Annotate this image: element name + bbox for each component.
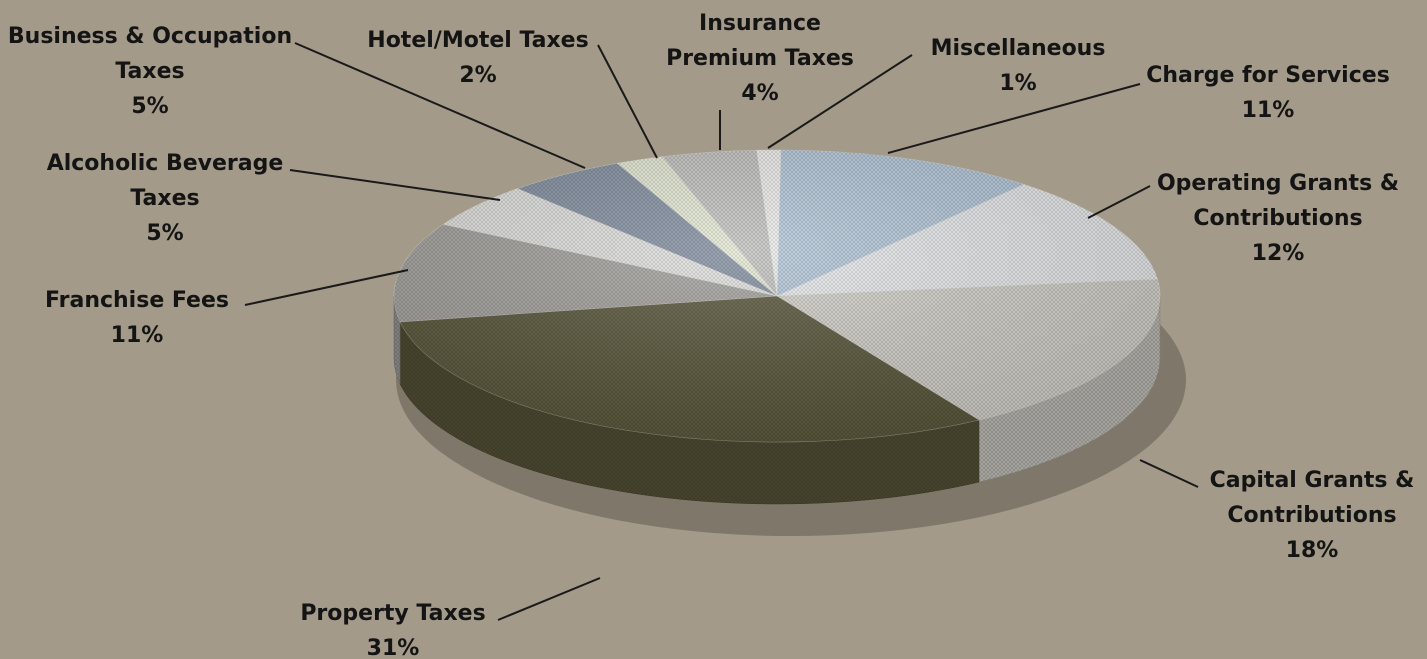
leader-line <box>767 54 913 149</box>
slice-label-text: Charge for Services <box>1146 63 1390 88</box>
slice-label-text: Miscellaneous <box>931 36 1106 61</box>
slice-label: Franchise Fees 11% <box>45 288 229 348</box>
pie-slice-side-texture <box>400 321 979 504</box>
slice-percent-label: 2% <box>459 63 496 88</box>
leader-line <box>597 44 658 159</box>
slice-label-text: Premium Taxes <box>666 46 854 71</box>
slice-label-text: Hotel/Motel Taxes <box>367 28 588 53</box>
slice-label-text: Contributions <box>1227 503 1396 528</box>
leader-line <box>1139 459 1199 488</box>
slice-label: Alcoholic Beverage Taxes 5% <box>47 151 284 246</box>
slice-percent-label: 11% <box>1242 98 1295 123</box>
slice-labels: Charge for Services 11% Operating Grants &… <box>8 11 1414 659</box>
leader-line <box>497 577 601 621</box>
slice-label: Hotel/Motel Taxes 2% <box>367 28 588 88</box>
slice-label-text: Alcoholic Beverage <box>47 151 284 176</box>
pie-texture <box>394 150 1160 442</box>
slice-label: Insurance Premium Taxes 4% <box>666 11 854 106</box>
pie-slice-side-texture <box>978 296 1160 483</box>
slice-percent-label: 5% <box>146 221 183 246</box>
slice-percent-label: 12% <box>1252 241 1305 266</box>
slice-percent-label: 11% <box>111 323 164 348</box>
slice-percent-label: 18% <box>1286 538 1339 563</box>
slice-label-text: Operating Grants & <box>1157 171 1399 196</box>
pie-top-shine <box>394 150 1160 442</box>
leader-line <box>1087 185 1151 219</box>
slice-label-text: Franchise Fees <box>45 288 229 313</box>
leader-line <box>289 169 501 201</box>
slice-label: Property Taxes 31% <box>300 601 485 659</box>
slice-label-text: Property Taxes <box>300 601 485 626</box>
leader-lines <box>244 42 1199 621</box>
slice-label-text: Business & Occupation <box>8 24 292 49</box>
slice-label-text: Taxes <box>130 186 199 211</box>
slice-label-text: Contributions <box>1193 206 1362 231</box>
leader-line <box>244 269 409 306</box>
slice-label: Miscellaneous 1% <box>931 36 1106 96</box>
slice-percent-label: 1% <box>999 71 1036 96</box>
slice-label: Operating Grants & Contributions 12% <box>1157 171 1399 266</box>
slice-percent-label: 4% <box>741 81 778 106</box>
slice-percent-label: 31% <box>367 636 420 659</box>
slice-label-text: Insurance <box>699 11 821 36</box>
slice-label: Capital Grants & Contributions 18% <box>1210 468 1415 563</box>
slice-label-text: Taxes <box>115 59 184 84</box>
leader-line <box>887 83 1141 154</box>
slice-percent-label: 5% <box>131 94 168 119</box>
slice-label: Charge for Services 11% <box>1146 63 1390 123</box>
pie-slice-side-texture <box>394 296 401 384</box>
leader-line <box>294 42 586 169</box>
pie-sides <box>393 295 1161 505</box>
slice-label-text: Capital Grants & <box>1210 468 1415 493</box>
slice-label: Business & Occupation Taxes 5% <box>8 24 292 119</box>
